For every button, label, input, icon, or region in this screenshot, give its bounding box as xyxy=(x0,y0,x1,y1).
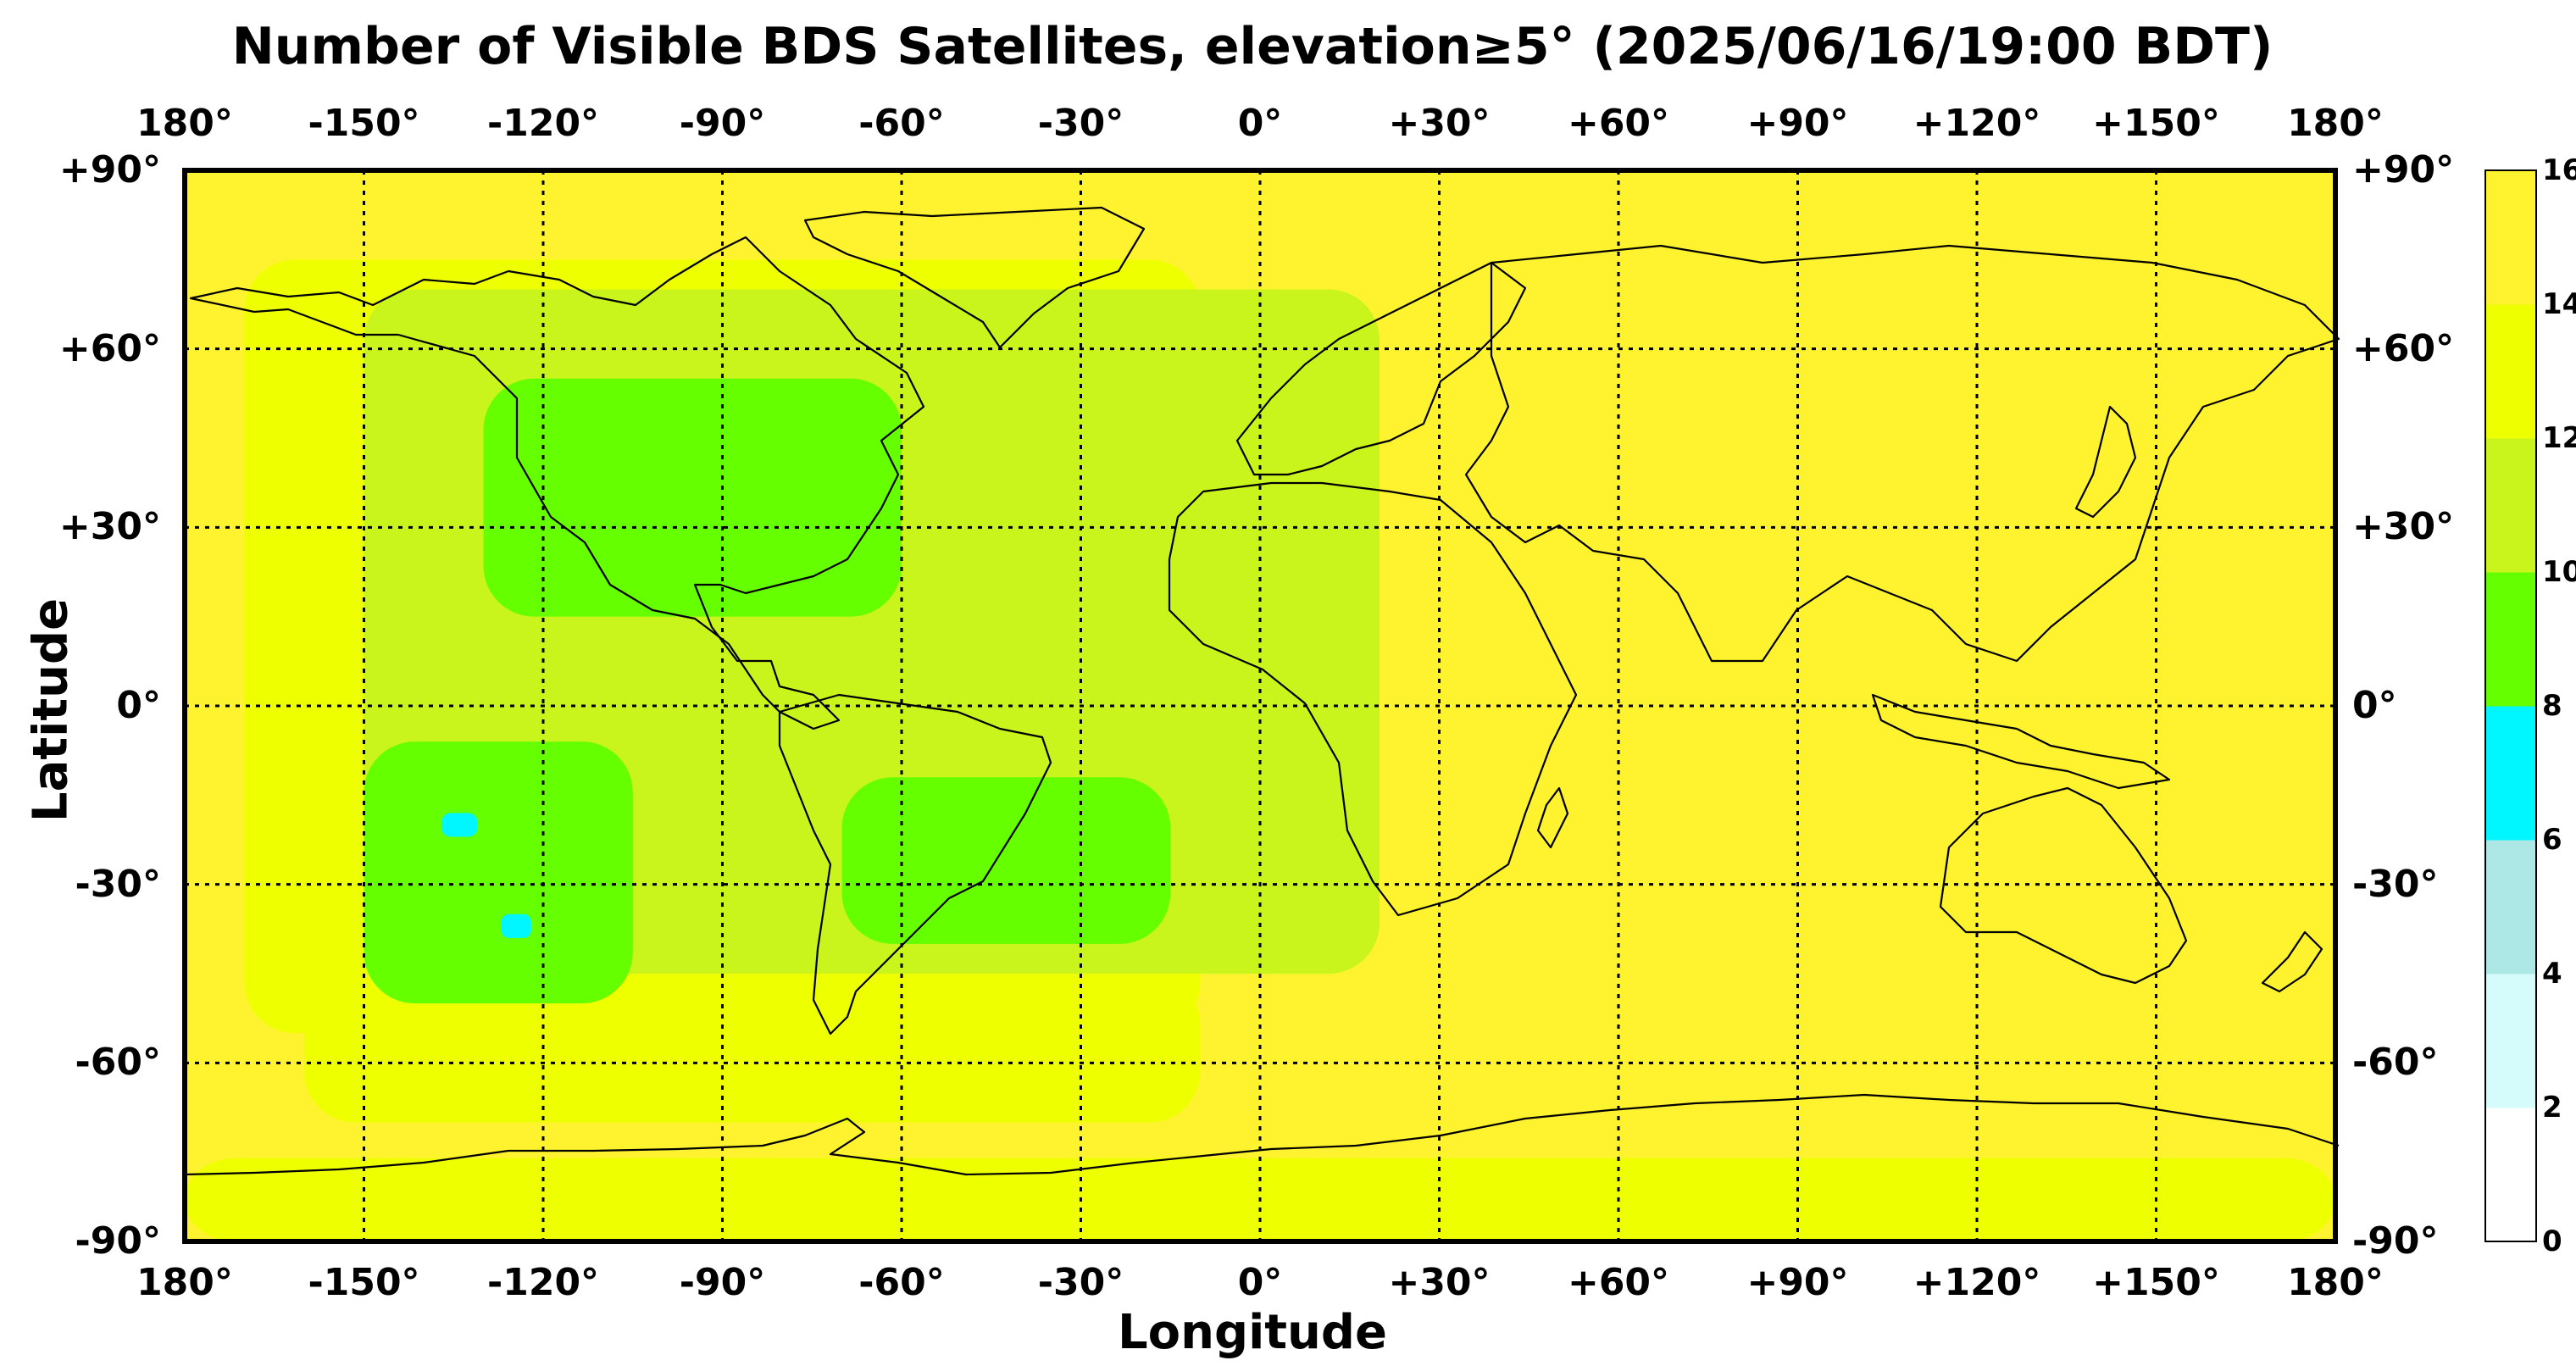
coastline-new-zealand xyxy=(2261,930,2323,993)
coastline-japan xyxy=(2074,405,2137,519)
y-tick-right-6: -90° xyxy=(2352,1219,2439,1263)
colorbar-tick-4: 8 xyxy=(2542,689,2562,723)
x-axis-label: Longitude xyxy=(1117,1305,1387,1360)
y-tick-left-3: 0° xyxy=(116,684,161,727)
x-tick-bottom-12: 180° xyxy=(2287,1261,2384,1304)
y-tick-left-2: +30° xyxy=(58,505,161,549)
x-tick-top-9: +90° xyxy=(1746,102,1849,145)
coastline-antarctica xyxy=(184,1093,2340,1176)
y-tick-left-5: -60° xyxy=(75,1041,162,1085)
heatmap-region-4 xyxy=(483,378,902,617)
x-tick-bottom-11: +150° xyxy=(2092,1261,2220,1304)
colorbar-segment-2 xyxy=(2485,840,2536,975)
chart-title: Number of Visible BDS Satellites, elevat… xyxy=(231,17,2273,76)
colorbar-segment-6 xyxy=(2485,304,2536,439)
x-tick-bottom-6: 0° xyxy=(1237,1261,1283,1304)
colorbar-tick-5: 10 xyxy=(2542,555,2576,589)
colorbar-segment-4 xyxy=(2485,572,2536,707)
x-tick-top-3: -90° xyxy=(679,102,766,145)
x-tick-top-6: 0° xyxy=(1237,102,1283,145)
map-frame xyxy=(182,168,2338,1244)
x-tick-top-8: +60° xyxy=(1567,102,1670,145)
coastline-south-america xyxy=(778,693,1052,1036)
coastline-greenland xyxy=(803,206,1146,349)
coastline-australia xyxy=(1939,786,2188,985)
x-tick-top-10: +120° xyxy=(1913,102,2041,145)
x-tick-bottom-10: +120° xyxy=(1913,1261,2041,1304)
x-tick-top-5: -30° xyxy=(1037,102,1124,145)
heatmap-region-7 xyxy=(441,813,478,837)
heatmap-region-5 xyxy=(364,741,633,1004)
colorbar-segment-1 xyxy=(2485,974,2536,1108)
x-tick-top-2: -120° xyxy=(486,102,600,145)
x-tick-bottom-4: -60° xyxy=(858,1261,945,1304)
colorbar-tick-2: 4 xyxy=(2542,957,2562,991)
y-tick-right-1: +60° xyxy=(2352,326,2455,370)
y-tick-left-1: +60° xyxy=(58,326,161,370)
y-axis-label: Latitude xyxy=(23,597,79,823)
y-tick-left-6: -90° xyxy=(75,1219,162,1263)
x-tick-bottom-1: -150° xyxy=(308,1261,420,1304)
colorbar-tick-1: 2 xyxy=(2542,1091,2562,1124)
y-tick-left-4: -30° xyxy=(75,862,162,906)
colorbar-tick-8: 16 xyxy=(2542,153,2576,187)
x-tick-top-7: +30° xyxy=(1388,102,1491,145)
coastline-north-america xyxy=(189,236,925,730)
heatmap-region-6 xyxy=(841,777,1171,944)
coastline-indonesia xyxy=(1871,693,2171,790)
x-tick-bottom-3: -90° xyxy=(679,1261,766,1304)
x-tick-bottom-5: -30° xyxy=(1037,1261,1124,1304)
colorbar-segment-3 xyxy=(2485,706,2536,841)
x-tick-bottom-7: +30° xyxy=(1388,1261,1491,1304)
colorbar-tick-0: 0 xyxy=(2542,1224,2562,1258)
coastline-asia xyxy=(1464,244,2340,663)
colorbar-frame xyxy=(2484,169,2537,1242)
x-tick-bottom-9: +90° xyxy=(1746,1261,1849,1304)
y-tick-right-0: +90° xyxy=(2352,148,2455,192)
x-tick-bottom-2: -120° xyxy=(486,1261,600,1304)
colorbar-segment-5 xyxy=(2485,438,2536,573)
colorbar-segment-0 xyxy=(2485,1108,2536,1242)
x-tick-top-0: 180° xyxy=(136,102,233,145)
x-tick-top-12: 180° xyxy=(2287,102,2384,145)
x-tick-top-4: -60° xyxy=(858,102,945,145)
colorbar-tick-7: 14 xyxy=(2542,287,2576,321)
colorbar-tick-3: 6 xyxy=(2542,823,2562,857)
y-tick-left-0: +90° xyxy=(58,148,161,192)
coastline-africa xyxy=(1168,481,1578,917)
colorbar-segment-7 xyxy=(2485,170,2536,305)
colorbar-tick-6: 12 xyxy=(2542,421,2576,455)
x-tick-bottom-0: 180° xyxy=(136,1261,233,1304)
x-tick-top-11: +150° xyxy=(2092,102,2220,145)
y-tick-right-2: +30° xyxy=(2352,505,2455,549)
y-tick-right-3: 0° xyxy=(2352,684,2397,727)
x-tick-top-1: -150° xyxy=(308,102,420,145)
y-tick-right-4: -30° xyxy=(2352,862,2439,906)
heatmap-region-8 xyxy=(501,913,531,938)
coastline-madagascar xyxy=(1536,786,1569,849)
y-tick-right-5: -60° xyxy=(2352,1041,2439,1085)
x-tick-bottom-8: +60° xyxy=(1567,1261,1670,1304)
